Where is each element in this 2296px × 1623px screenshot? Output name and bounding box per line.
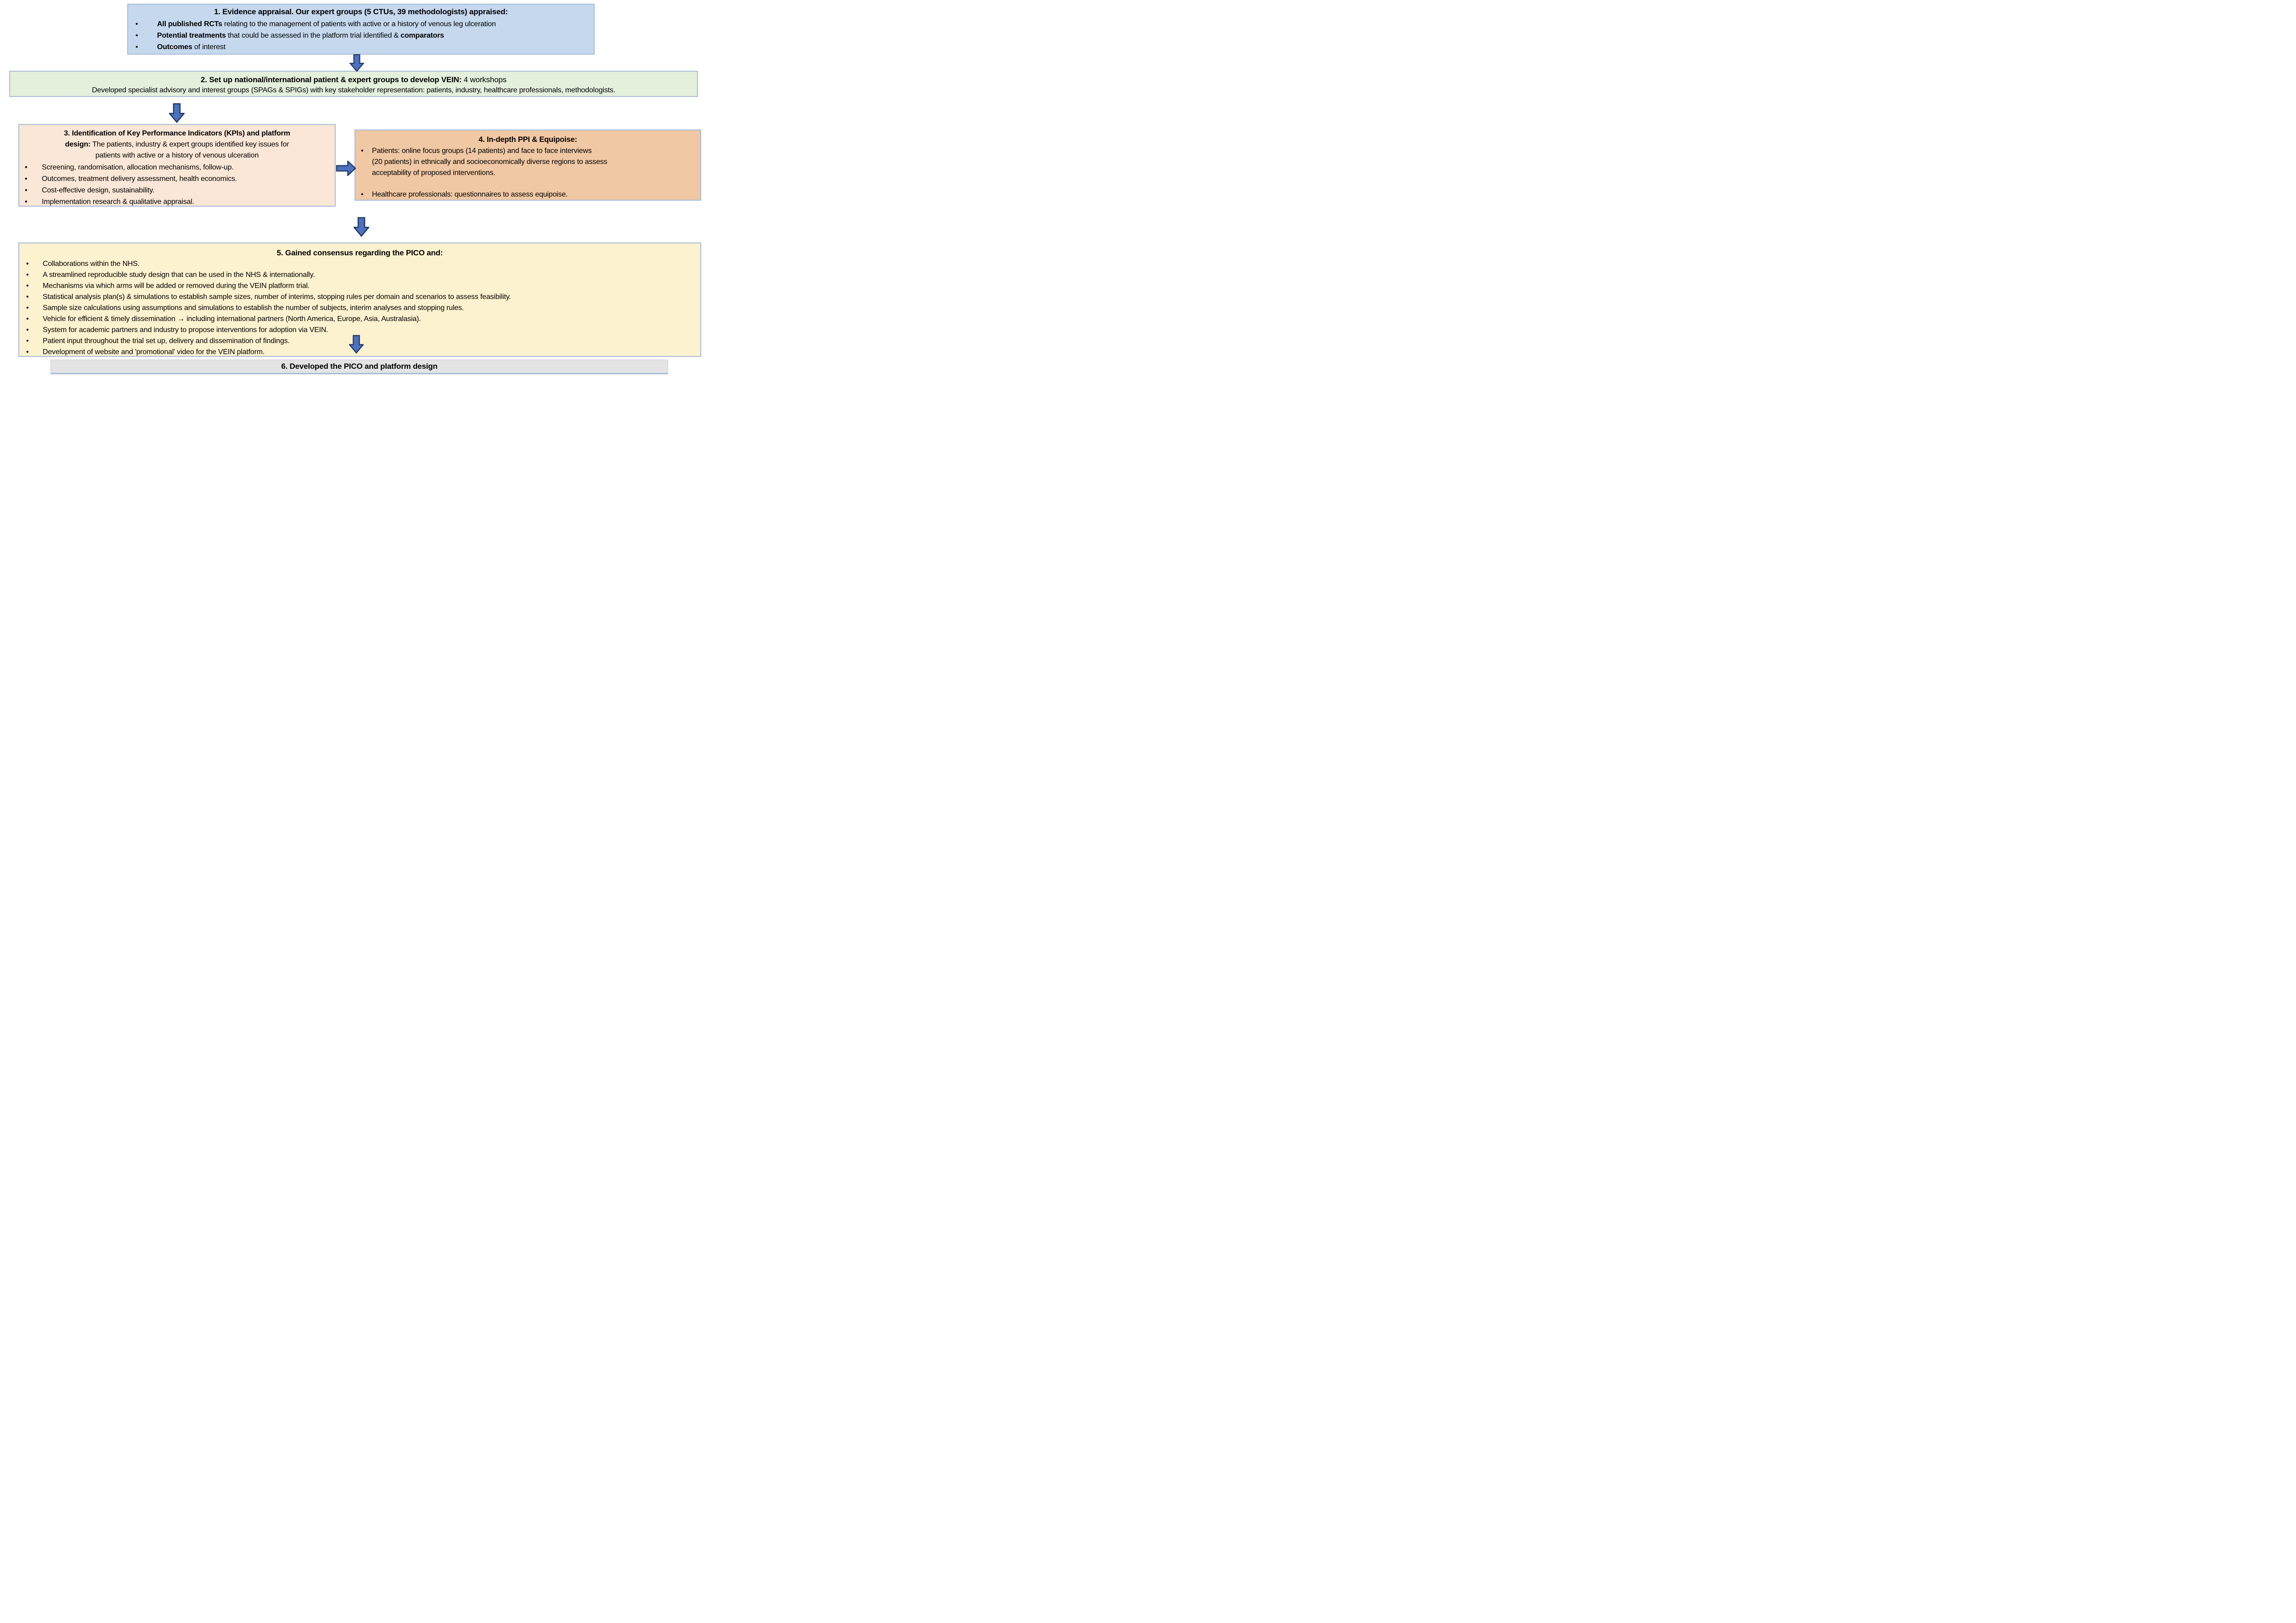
list-item: • All published RCTs relating to the man…: [135, 18, 590, 30]
box-3-title-line1: 3. Identification of Key Performance Ind…: [26, 128, 328, 139]
box-4-title: 4. In-depth PPI & Equipoise:: [478, 135, 577, 144]
box-5-gained-consensus: 5. Gained consensus regarding the PICO a…: [18, 242, 701, 357]
bullet-text: Healthcare professionals: questionnaires…: [372, 191, 568, 198]
bullet-icon: •: [26, 293, 29, 301]
list-item: • Development of website and 'promotional…: [26, 347, 698, 358]
down-arrow-icon: [349, 335, 364, 354]
box-2-line2: Developed specialist advisory and intere…: [92, 86, 615, 94]
box-3-kpi-platform-design: 3. Identification of Key Performance Ind…: [18, 124, 336, 207]
list-item: • Patient input throughout the trial set …: [26, 336, 698, 347]
bullet-text-bold: Potential treatments: [157, 32, 226, 39]
box-2-title-rest: 4 workshops: [461, 75, 506, 84]
list-item: • Implementation research & qualitative a…: [25, 196, 332, 208]
down-arrow-icon: [354, 217, 369, 237]
bullet-text: Implementation research & qualitative ap…: [42, 198, 194, 206]
bullet-icon: •: [26, 271, 29, 279]
list-item: • System for academic partners and indust…: [26, 325, 698, 336]
bullet-text: Outcomes of interest: [157, 41, 225, 53]
right-arrow-icon: [336, 161, 356, 176]
bullet-text: Potential treatments that could be asses…: [157, 30, 444, 41]
list-item: • Screening, randomisation, allocation me…: [25, 162, 332, 173]
bullet-icon: •: [135, 20, 138, 28]
bullet-text: System for academic partners and industr…: [43, 326, 328, 334]
bullet-icon: •: [361, 147, 364, 155]
bullet-line: acceptability of proposed interventions.: [372, 169, 495, 177]
box-5-title: 5. Gained consensus regarding the PICO a…: [276, 248, 443, 257]
box-3-title-line2-bold: design:: [65, 141, 91, 148]
box-2-title: 2. Set up national/international patient…: [10, 72, 697, 85]
bullet-text-rest: relating to the management of patients w…: [222, 20, 496, 28]
bullet-text: Screening, randomisation, allocation mec…: [42, 163, 234, 171]
bullet-icon: •: [26, 315, 29, 323]
bullet-icon: •: [25, 163, 28, 171]
list-item: • Sample size calculations using assumpti…: [26, 303, 698, 314]
bullet-line: Patients: online focus groups (14 patien…: [372, 147, 592, 155]
box-3-title: 3. Identification of Key Performance Ind…: [19, 125, 335, 161]
bullet-text: Development of website and 'promotional'…: [43, 348, 265, 356]
list-item: • Outcomes, treatment delivery assessment…: [25, 173, 332, 185]
list-item: • Mechanisms via which arms will be added…: [26, 281, 698, 292]
bullet-icon: •: [26, 348, 29, 356]
bullet-line: (20 patients) in ethnically and socioeco…: [372, 158, 608, 166]
bullet-text: Patient input throughout the trial set u…: [43, 337, 290, 345]
bullet-icon: •: [26, 260, 29, 268]
bullet-text-rest: of interest: [192, 43, 225, 51]
bullet-icon: •: [135, 43, 138, 51]
list-item: • Patients: online focus groups (14 pati…: [361, 146, 697, 179]
box-3-title-line1-bold: 3. Identification of Key Performance Ind…: [64, 130, 290, 137]
bullet-icon: •: [25, 186, 28, 194]
bullet-icon: •: [26, 337, 29, 345]
bullet-text-bold: All published RCTs: [157, 20, 222, 28]
bullet-icon: •: [25, 175, 28, 183]
bullet-text: Statistical analysis plan(s) & simulatio…: [43, 293, 511, 301]
bullet-text: Vehicle for efficient & timely dissemina…: [43, 315, 421, 323]
box-3-title-line2-rest: The patients, industry & expert groups i…: [90, 141, 289, 148]
box-1-title: 1. Evidence appraisal. Our expert groups…: [214, 7, 508, 16]
list-item: • Cost-effective design, sustainability.: [25, 185, 332, 196]
flow-diagram: 1. Evidence appraisal. Our expert groups…: [0, 0, 707, 375]
bullet-text: Patients: online focus groups (14 patien…: [372, 146, 608, 179]
list-item: • Statistical analysis plan(s) & simulati…: [26, 292, 698, 303]
list-item: • Outcomes of interest: [135, 41, 590, 53]
bullet-icon: •: [25, 198, 28, 206]
box-3-title-line2: design: The patients, industry & expert …: [26, 139, 328, 150]
bullet-text: Collaborations within the NHS.: [43, 260, 140, 268]
bullet-icon: •: [135, 32, 138, 39]
bullet-icon: •: [26, 326, 29, 334]
box-6-developed-pico: 6. Developed the PICO and platform desig…: [51, 360, 668, 374]
box-4-ppi-equipoise: 4. In-depth PPI & Equipoise: • Patients:…: [355, 130, 701, 201]
bullet-text: A streamlined reproducible study design …: [43, 271, 315, 279]
box-2-title-bold: 2. Set up national/international patient…: [201, 75, 462, 84]
bullet-text: Outcomes, treatment delivery assessment,…: [42, 175, 237, 183]
bullet-text-bold: Outcomes: [157, 43, 192, 51]
bullet-icon: •: [26, 304, 29, 312]
box-3-title-line3: patients with active or a history of ven…: [95, 152, 259, 159]
list-item: • Healthcare professionals: questionnair…: [361, 189, 697, 200]
bullet-text-rest: that could be assessed in the platform t…: [225, 32, 401, 39]
bullet-text: Cost-effective design, sustainability.: [42, 186, 155, 194]
bullet-text: Mechanisms via which arms will be added …: [43, 282, 310, 290]
down-arrow-icon: [169, 103, 185, 123]
down-arrow-icon: [349, 54, 364, 72]
box-2-patient-expert-groups: 2. Set up national/international patient…: [9, 71, 698, 97]
box-1-evidence-appraisal: 1. Evidence appraisal. Our expert groups…: [127, 4, 595, 55]
bullet-icon: •: [26, 282, 29, 290]
list-item: • Potential treatments that could be ass…: [135, 30, 590, 41]
list-item: • A streamlined reproducible study design…: [26, 270, 698, 281]
bullet-text: Sample size calculations using assumptio…: [43, 304, 464, 312]
bullet-text-bold2: comparators: [400, 32, 444, 39]
list-item: • Vehicle for efficient & timely dissemin…: [26, 314, 698, 325]
list-item: • Collaborations within the NHS.: [26, 259, 698, 270]
bullet-icon: •: [361, 191, 364, 198]
bullet-text: All published RCTs relating to the manag…: [157, 18, 496, 30]
